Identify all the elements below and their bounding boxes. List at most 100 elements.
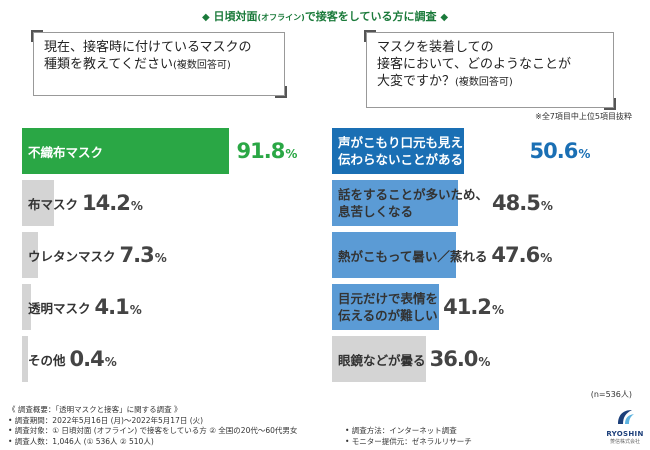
logo-brand: RYOSHIN bbox=[606, 430, 644, 438]
data-label-percent: % bbox=[540, 251, 553, 265]
data-label: 14.2% bbox=[82, 180, 143, 226]
question-line: 現在、接客時に付けているマスクの bbox=[44, 40, 252, 55]
overview-provider: • モニター提供元：ゼネラルリサーチ bbox=[345, 436, 472, 446]
category-label: ウレタンマスク bbox=[28, 248, 116, 264]
overview-count: • 調査人数：1,046人 (① 536人 ② 510人) bbox=[8, 436, 154, 446]
data-label-percent: % bbox=[285, 147, 298, 161]
data-label: 47.6% bbox=[491, 232, 552, 278]
question-line: 接客において、どのようなことが bbox=[377, 57, 571, 72]
data-label-percent: % bbox=[129, 303, 142, 317]
data-label-number: 4.1 bbox=[94, 295, 130, 319]
category-label: 布マスク bbox=[28, 196, 79, 212]
chart-row: ウレタンマスク 7.3% bbox=[22, 232, 322, 278]
chart-row: 熱がこもって暑い／蒸れる 47.6% bbox=[332, 232, 644, 278]
data-label-percent: % bbox=[130, 199, 143, 213]
data-label-number: 0.4 bbox=[69, 347, 105, 371]
chart-row: 眼鏡などが曇る 36.0% bbox=[332, 336, 644, 382]
data-label: 7.3% bbox=[120, 232, 167, 278]
data-label: 50.6% bbox=[530, 128, 591, 174]
survey-overview: 《 調査概要：「透明マスクと接客」に関する調査 》 • 調査期間：2022年5月… bbox=[8, 405, 297, 447]
question-note: (複数回答可) bbox=[172, 60, 231, 71]
data-label-number: 91.8 bbox=[236, 139, 286, 163]
question-line: 種類を教えてください bbox=[44, 57, 173, 72]
title-suffix: で接客をしている方に調査 bbox=[304, 10, 437, 23]
data-label-percent: % bbox=[154, 251, 167, 265]
survey-title: ◆ 日頃対面(オフライン)で接客をしている方に調査 ◆ bbox=[0, 8, 650, 24]
bar bbox=[22, 180, 54, 226]
data-label-percent: % bbox=[540, 199, 553, 213]
category-label-lines: 声がこもり口元も見えないため、 伝わらないことがある bbox=[338, 134, 526, 168]
category-label-line: 熱がこもって暑い／蒸れる bbox=[338, 248, 488, 264]
category-label-line: 眼鏡などが曇る bbox=[338, 352, 426, 368]
title-paren: (オフライン) bbox=[257, 13, 305, 22]
bar bbox=[332, 336, 426, 382]
data-label: 91.8% bbox=[237, 128, 298, 174]
data-label: 4.1% bbox=[95, 284, 142, 330]
category-label-line: 息苦しくなる bbox=[338, 204, 414, 219]
category-label: 目元だけで表情を 伝えるのが難しい bbox=[338, 284, 438, 330]
category-label: その他 bbox=[28, 352, 66, 368]
category-label-lines: 眼鏡などが曇る bbox=[338, 350, 426, 369]
company-logo: RYOSHIN 菱信株式会社 bbox=[604, 408, 646, 445]
chart-row: その他 0.4% bbox=[22, 336, 322, 382]
overview-period: • 調査期間：2022年5月16日 (月)～2022年5月17日 (火) bbox=[8, 415, 204, 425]
chart-row: 布マスク 14.2% bbox=[22, 180, 322, 226]
diamond-icon: ◆ bbox=[201, 12, 210, 23]
difficulty-chart: 声がこもり口元も見えないため、 伝わらないことがある 50.6% 話をすることが多いた… bbox=[332, 128, 644, 388]
category-label: 透明マスク bbox=[28, 300, 91, 316]
chart-row: 不織布マスク 91.8% bbox=[22, 128, 322, 174]
category-label: 不織布マスク bbox=[28, 144, 104, 160]
category-label-lines: 話をすることが多いため、 息苦しくなる bbox=[338, 186, 488, 220]
chart-row: 声がこもり口元も見えないため、 伝わらないことがある 50.6% bbox=[332, 128, 644, 174]
bar bbox=[22, 336, 28, 382]
category-label-lines: 熱がこもって暑い／蒸れる bbox=[338, 246, 487, 265]
data-label-number: 47.6 bbox=[491, 243, 540, 267]
logo-mark-icon bbox=[618, 410, 634, 424]
chart-row: 話をすることが多いため、 息苦しくなる 48.5% bbox=[332, 180, 644, 226]
bar bbox=[332, 284, 440, 330]
question-line: 大変ですか？ bbox=[377, 74, 456, 89]
data-label-number: 14.2 bbox=[82, 191, 131, 215]
category-label: 眼鏡などが曇る bbox=[338, 336, 426, 382]
data-label-percent: % bbox=[491, 303, 504, 317]
bar bbox=[332, 180, 459, 226]
data-label: 36.0% bbox=[430, 336, 491, 382]
data-label: 48.5% bbox=[492, 180, 553, 226]
category-label-line: 伝わらないことがある bbox=[338, 152, 464, 167]
category-label-line: 伝えるのが難しい bbox=[338, 308, 438, 323]
chart-row: 透明マスク 4.1% bbox=[22, 284, 322, 330]
category-label: 声がこもり口元も見えないため、 伝わらないことがある bbox=[338, 128, 526, 174]
category-label: 熱がこもって暑い／蒸れる bbox=[338, 232, 487, 278]
chart-row: 目元だけで表情を 伝えるのが難しい 41.2% bbox=[332, 284, 644, 330]
bar bbox=[22, 232, 39, 278]
subset-note: ※全7項目中上位5項目抜粋 bbox=[535, 112, 632, 121]
category-label-line: 声がこもり口元も見えないため、 bbox=[338, 135, 526, 150]
title-prefix: 日頃対面 bbox=[213, 10, 258, 23]
data-label-number: 41.2 bbox=[443, 295, 492, 319]
question-note: (複数回答可) bbox=[455, 77, 513, 88]
logo-company: 菱信株式会社 bbox=[609, 439, 640, 445]
data-label-number: 48.5 bbox=[492, 191, 541, 215]
data-label-percent: % bbox=[104, 355, 117, 369]
data-label-percent: % bbox=[578, 147, 591, 161]
bar bbox=[22, 128, 229, 174]
category-label: 話をすることが多いため、 息苦しくなる bbox=[338, 180, 488, 226]
data-label: 0.4% bbox=[70, 336, 117, 382]
survey-overview-extra: • 調査方法：インターネット調査 • モニター提供元：ゼネラルリサーチ bbox=[345, 426, 472, 447]
question-line: マスクを装着しての bbox=[377, 40, 494, 55]
diamond-icon: ◆ bbox=[440, 12, 449, 23]
data-label: 41.2% bbox=[443, 284, 504, 330]
data-label-number: 7.3 bbox=[119, 243, 155, 267]
data-label-number: 36.0 bbox=[429, 347, 479, 371]
overview-target: • 調査対象：① 日頃対面 (オフライン) で接客をしている方 ② 全国の20代… bbox=[8, 426, 298, 435]
overview-title: 《 調査概要：「透明マスクと接客」に関する調査 》 bbox=[8, 405, 182, 414]
category-label-line: 話をすることが多いため、 bbox=[338, 187, 489, 202]
question-box-mask-type: 現在、接客時に付けているマスクの 種類を教えてください(複数回答可) bbox=[31, 30, 287, 98]
data-label-percent: % bbox=[478, 355, 491, 369]
bar bbox=[22, 284, 32, 330]
sample-size: (n=536人) bbox=[590, 390, 632, 399]
category-label-lines: 目元だけで表情を 伝えるのが難しい bbox=[338, 290, 438, 324]
bar bbox=[332, 232, 456, 278]
question-box-difficulty: マスクを装着しての 接客において、どのようなことが 大変ですか？(複数回答可) bbox=[364, 30, 616, 110]
overview-method: • 調査方法：インターネット調査 bbox=[345, 426, 457, 435]
